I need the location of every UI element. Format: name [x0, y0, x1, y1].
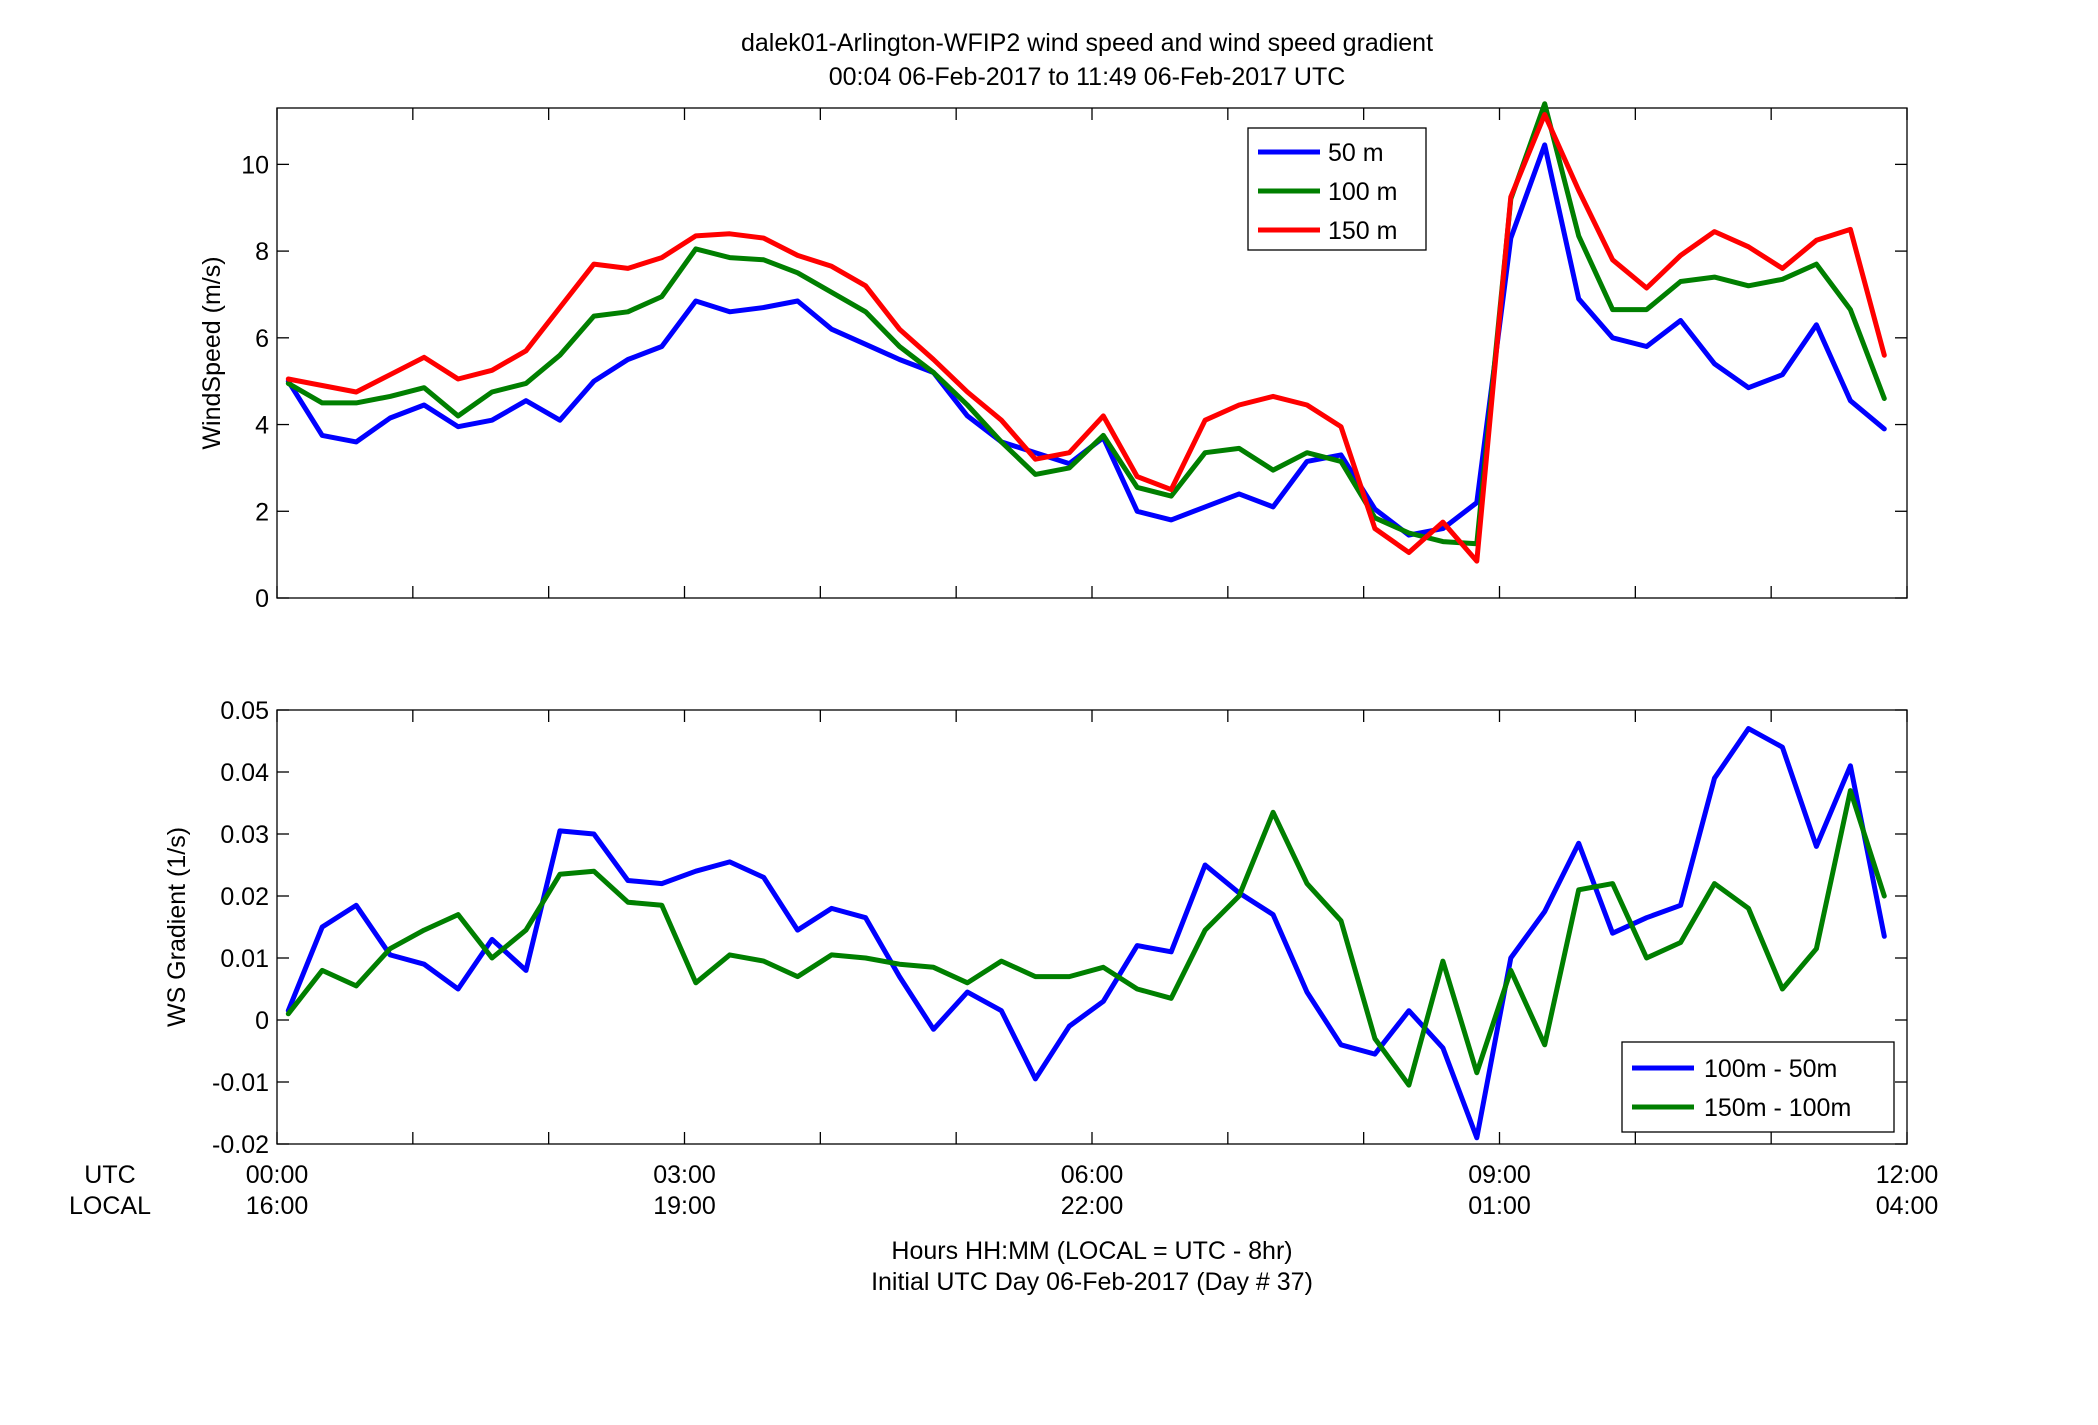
x-tick-label-local: 22:00: [1061, 1192, 1124, 1220]
ws-gradient-panel: -0.02 -0.01 0 0.01 0.02 0.03 0.04 0.05 WS Gradi…: [163, 697, 1908, 1159]
wind-speed-ytick-label: 8: [255, 238, 269, 266]
x-tick-label-utc: 06:00: [1061, 1161, 1124, 1189]
chart-title: dalek01-Arlington-WFIP2 wind speed and w…: [741, 29, 1433, 57]
wind-speed-series-150-m: [285, 112, 1887, 564]
ws-gradient-ytick-label: 0.03: [220, 821, 269, 849]
chart-subtitle: 00:04 06-Feb-2017 to 11:49 06-Feb-2017 U…: [829, 63, 1346, 91]
legend-label-50m: 50 m: [1328, 139, 1384, 167]
wind-speed-ytick-label: 4: [255, 412, 269, 440]
ws-gradient-ytick-label: 0: [255, 1007, 269, 1035]
ws-gradient-ytick-label: 0.02: [220, 883, 269, 911]
wind-speed-ytick-label: 2: [255, 498, 269, 526]
x-tick-label-utc: 03:00: [653, 1161, 716, 1189]
wind-speed-ytick-label: 0: [255, 585, 269, 613]
x-tick-label-utc: 00:00: [246, 1161, 309, 1189]
legend-label-150m: 150 m: [1328, 217, 1397, 245]
legend-label-100m: 100 m: [1328, 178, 1397, 206]
wind-speed-series-100-m: [285, 101, 1887, 547]
x-tick-label-utc: 09:00: [1468, 1161, 1531, 1189]
x-tick-label-local: 04:00: [1876, 1192, 1939, 1220]
ws-gradient-series-150m-100m: [285, 788, 1887, 1088]
legend-label-100m-50m: 100m - 50m: [1704, 1055, 1837, 1083]
ws-gradient-ytick-label: -0.02: [212, 1131, 269, 1159]
ws-gradient-ylabel: WS Gradient (1/s): [163, 827, 191, 1027]
wind-speed-ytick-label: 10: [241, 151, 269, 179]
x-tick-label-local: 19:00: [653, 1192, 716, 1220]
ws-gradient-ytick-label: 0.05: [220, 697, 269, 725]
ws-gradient-ytick-label: 0.01: [220, 945, 269, 973]
x-row-label-utc: UTC: [84, 1161, 135, 1189]
x-tick-label-local: 16:00: [246, 1192, 309, 1220]
ws-gradient-ytick-label: -0.01: [212, 1069, 269, 1097]
ws-gradient-legend: 100m - 50m 150m - 100m: [1621, 1041, 1895, 1133]
wind-speed-legend: 50 m 100 m 150 m: [1247, 127, 1427, 251]
legend-label-150m-100m: 150m - 100m: [1704, 1094, 1851, 1122]
x-row-label-local: LOCAL: [69, 1192, 151, 1220]
x-axis-label-line2: Initial UTC Day 06-Feb-2017 (Day # 37): [871, 1268, 1313, 1296]
x-axis: UTC LOCAL 00:00 16:00 03:00 19:00 06:00 22:00…: [69, 1161, 1938, 1296]
wind-speed-ylabel: WindSpeed (m/s): [198, 256, 226, 449]
x-tick-label-utc: 12:00: [1876, 1161, 1939, 1189]
wind-speed-ytick-label: 6: [255, 325, 269, 353]
x-axis-label-line1: Hours HH:MM (LOCAL = UTC - 8hr): [891, 1237, 1292, 1265]
wind-speed-panel: 0 2 4 6 8 10 WindSpeed (m/s) 50 m 100 m 150 m: [198, 101, 1908, 613]
ws-gradient-series-100m-50m: [285, 726, 1887, 1141]
ws-gradient-ytick-label: 0.04: [220, 759, 269, 787]
ws-gradient-legend-box: [1621, 1041, 1895, 1133]
x-tick-label-local: 01:00: [1468, 1192, 1531, 1220]
